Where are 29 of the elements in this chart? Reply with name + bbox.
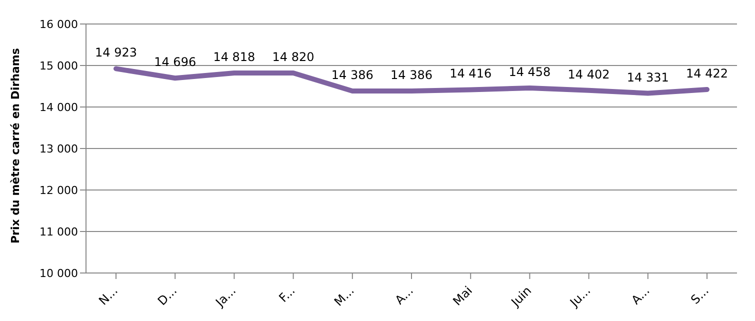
x-tick-label: Ja...	[212, 284, 239, 310]
data-label: 14 818	[213, 50, 256, 64]
y-tick-label: 15 000	[40, 59, 78, 72]
x-tick-label: Ju...	[566, 284, 594, 310]
data-label: 14 422	[686, 66, 728, 80]
data-label: 14 331	[626, 70, 669, 84]
y-tick-label: 10 000	[40, 266, 78, 280]
y-axis-title: Prix du mètre carré en Dirhams	[8, 48, 22, 244]
x-tick-label: A...	[392, 284, 416, 308]
x-tick-label: F...	[276, 284, 298, 306]
data-label: 14 402	[568, 67, 610, 82]
data-label: 14 923	[95, 46, 137, 60]
x-tick-label: S...	[688, 284, 712, 307]
x-tick-label: N...	[96, 284, 120, 308]
data-label: 14 416	[450, 66, 492, 81]
y-tick-label: 11 000	[40, 225, 78, 238]
x-tick-label: M...	[332, 284, 357, 309]
data-label: 14 820	[272, 50, 314, 64]
x-tick-label: Mai	[450, 284, 476, 308]
y-tick-label: 16 000	[40, 18, 78, 31]
y-tick-label: 13 000	[40, 142, 78, 156]
x-tick-label: D...	[155, 284, 180, 308]
data-label: 14 386	[390, 68, 432, 82]
y-tick-label: 14 000	[40, 100, 78, 114]
data-label: 14 696	[154, 55, 196, 70]
y-tick-label: 12 000	[40, 184, 78, 197]
data-label: 14 458	[508, 64, 551, 79]
data-label: 14 386	[331, 68, 374, 82]
x-tick-label: A...	[628, 284, 652, 308]
